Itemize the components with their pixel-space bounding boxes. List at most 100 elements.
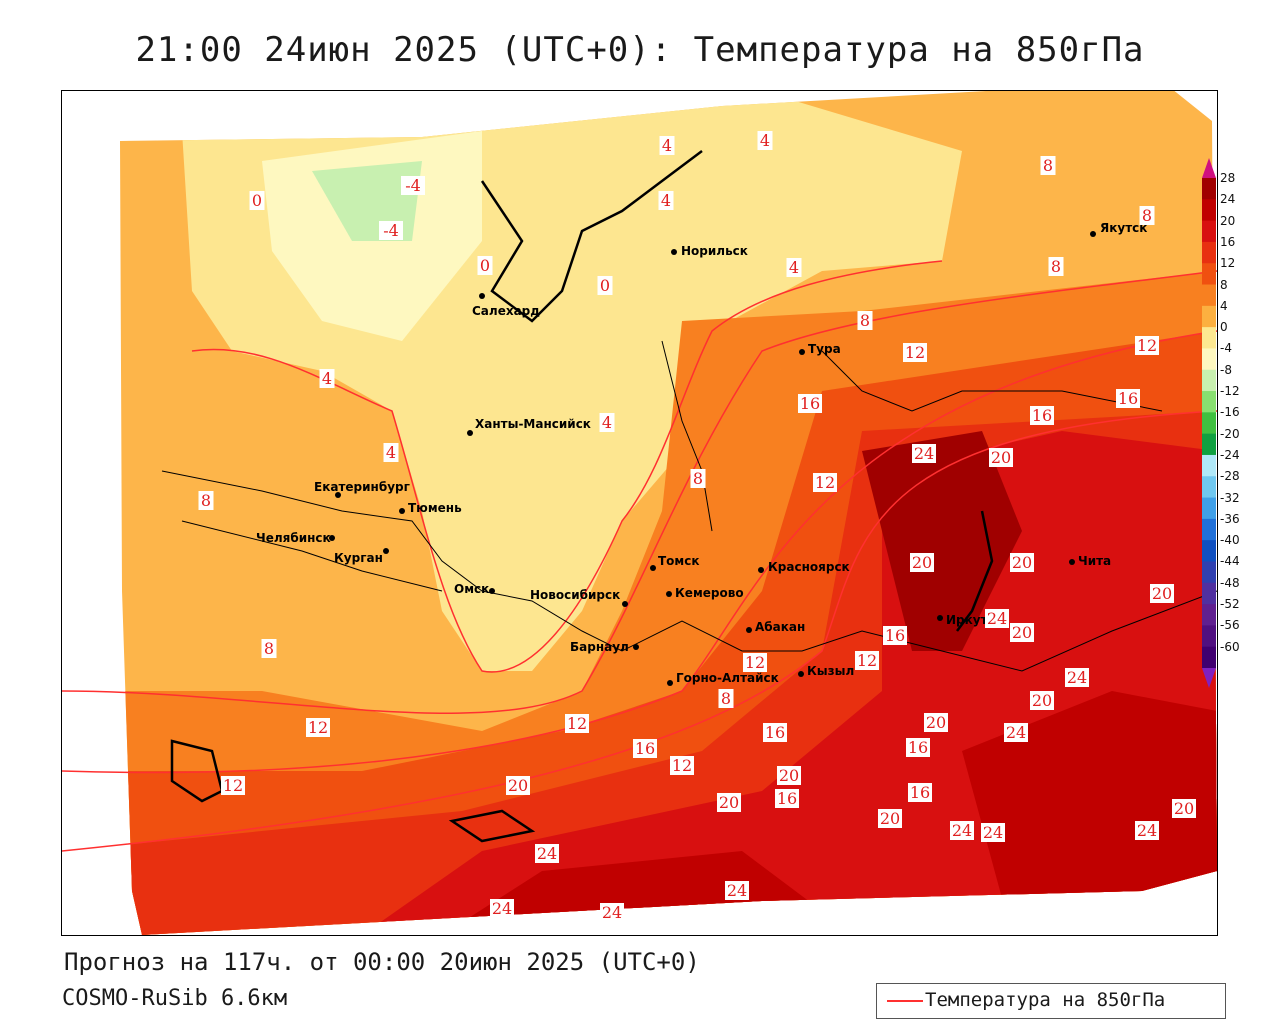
city-khanty-mansiysk: Ханты-Мансийск	[467, 417, 591, 436]
isotherm-label: 20	[1010, 553, 1034, 572]
isotherm-label: 20	[777, 766, 801, 785]
isotherm-label: 20	[989, 448, 1013, 467]
colorbar-tick-label: -20	[1220, 426, 1240, 441]
borders	[161, 340, 1217, 672]
isotherm-label: 24	[1065, 668, 1089, 687]
colorbar-swatch	[1202, 625, 1216, 648]
svg-text:20: 20	[779, 766, 799, 785]
svg-text:4: 4	[661, 191, 671, 210]
colorbar-tick-label: 16	[1220, 234, 1236, 249]
city-kurgan: Курган	[334, 548, 389, 565]
isotherm-label: 16	[1116, 389, 1140, 408]
isotherm-label: 12	[1135, 336, 1159, 355]
svg-text:Чита: Чита	[1078, 554, 1111, 568]
svg-text:24: 24	[1137, 821, 1157, 840]
svg-text:Барнаул: Барнаул	[570, 640, 629, 654]
svg-text:12: 12	[1137, 336, 1157, 355]
svg-text:Курган: Курган	[334, 551, 383, 565]
isotherm-label: 12	[565, 714, 589, 733]
isotherm-value-labels: -4 -4 0 0 0 4 4 4 4 4 4 4 8 8 8 8 8 8 8 8 12 12 12 12 12 12 12 12 12…	[198, 131, 1196, 922]
colorbar-swatch	[1202, 220, 1216, 243]
colorbar-swatch	[1202, 412, 1216, 435]
colorbar-swatch	[1202, 582, 1216, 605]
svg-text:12: 12	[567, 714, 587, 733]
svg-text:4: 4	[602, 413, 612, 432]
isotherm-label: 16	[798, 394, 822, 413]
colorbar-tick-label: 24	[1220, 192, 1236, 207]
isotherm-label: 20	[506, 776, 530, 795]
svg-text:24: 24	[1067, 668, 1087, 687]
svg-text:Челябинск: Челябинск	[256, 531, 331, 545]
svg-text:Тюмень: Тюмень	[408, 501, 462, 515]
svg-text:12: 12	[745, 653, 765, 672]
svg-text:0: 0	[600, 276, 610, 295]
svg-text:Ханты-Мансийск: Ханты-Мансийск	[475, 417, 591, 431]
colorbar-swatch	[1202, 476, 1216, 499]
colorbar-tick-label: 28	[1220, 171, 1236, 185]
svg-text:20: 20	[719, 793, 739, 812]
colorbar-swatch	[1202, 305, 1216, 328]
isotherm-label: 4	[658, 191, 674, 210]
svg-text:24: 24	[914, 444, 934, 463]
svg-text:Кемерово: Кемерово	[675, 586, 744, 600]
legend-line-swatch	[887, 1000, 923, 1002]
colorbar-tick-label: -12	[1220, 384, 1240, 399]
svg-text:16: 16	[1032, 406, 1052, 425]
isotherm-label: 12	[221, 776, 245, 795]
isotherm-label: 24	[1135, 821, 1159, 840]
svg-text:-4: -4	[405, 176, 421, 195]
isotherm-label: 12	[743, 653, 767, 672]
city-kyzyl: Кызыл	[798, 664, 854, 678]
city-gorno-altaysk: Горно-Алтайск	[667, 671, 779, 686]
svg-text:20: 20	[1012, 623, 1032, 642]
colorbar-swatch	[1202, 327, 1216, 349]
colorbar-top-arrow	[1202, 158, 1216, 178]
colorbar-swatch	[1202, 646, 1216, 669]
svg-text:20: 20	[912, 553, 932, 572]
isotherm-label: 24	[985, 609, 1009, 628]
isotherm-label: 8	[261, 639, 277, 658]
svg-text:0: 0	[480, 256, 490, 275]
isotherm-label: 8	[198, 491, 214, 510]
colorbar-swatch	[1202, 540, 1216, 562]
isotherm-label: 16	[883, 626, 907, 645]
svg-text:Омск: Омск	[454, 582, 489, 596]
svg-text:Горно-Алтайск: Горно-Алтайск	[676, 671, 779, 685]
svg-text:Кызыл: Кызыл	[807, 664, 854, 678]
colorbar	[1202, 158, 1216, 688]
city-salekhard: Салехард	[472, 293, 540, 318]
colorbar-swatch	[1202, 454, 1216, 477]
svg-text:20: 20	[991, 448, 1011, 467]
colorbar-tick-label: -40	[1220, 533, 1240, 548]
isotherm-label: 12	[306, 718, 330, 737]
isotherm-label: 24	[600, 903, 624, 922]
isotherm-label: 20	[1172, 799, 1196, 818]
svg-text:24: 24	[537, 844, 557, 863]
svg-text:12: 12	[308, 718, 328, 737]
isotherm-label: 24	[490, 899, 514, 918]
svg-text:8: 8	[721, 689, 731, 708]
svg-text:Якутск: Якутск	[1100, 221, 1147, 235]
svg-text:16: 16	[910, 783, 930, 802]
isotherm-label: 4	[786, 258, 802, 277]
colorbar-bottom-arrow	[1202, 668, 1216, 688]
svg-text:4: 4	[386, 443, 396, 462]
colorbar-tick-label: -32	[1220, 490, 1240, 505]
svg-text:Салехард: Салехард	[472, 304, 540, 318]
svg-text:12: 12	[857, 651, 877, 670]
svg-text:12: 12	[672, 756, 692, 775]
colorbar-swatch	[1202, 199, 1216, 222]
colorbar-tick-label: 12	[1220, 256, 1236, 271]
svg-text:Красноярск: Красноярск	[768, 560, 850, 574]
city-yekaterinburg: Екатеринбург	[314, 480, 410, 498]
svg-text:20: 20	[880, 809, 900, 828]
svg-text:20: 20	[1174, 799, 1194, 818]
svg-text:8: 8	[860, 311, 870, 330]
isotherm-label: 8	[857, 311, 873, 330]
svg-text:24: 24	[952, 821, 972, 840]
colorbar-tick-label: -60	[1220, 639, 1240, 654]
colorbar-swatch	[1202, 518, 1216, 541]
svg-text:4: 4	[322, 369, 332, 388]
temperature-field	[120, 91, 1217, 935]
isotherm-label: 20	[1010, 623, 1034, 642]
